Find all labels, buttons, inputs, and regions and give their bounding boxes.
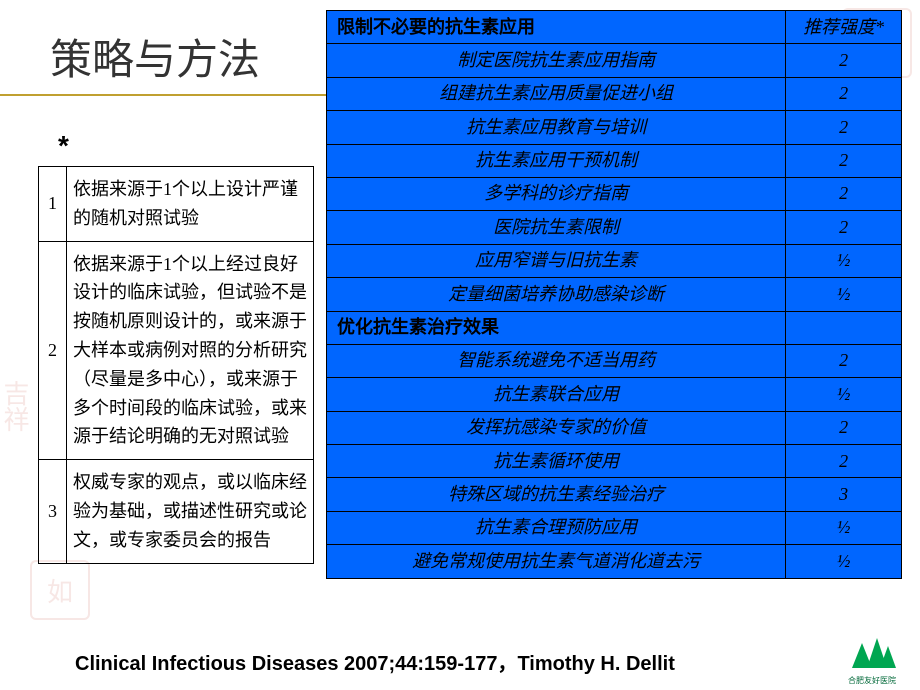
asterisk-note: *	[58, 130, 69, 162]
header-strength: 推荐强度*	[786, 11, 902, 44]
strength-cell: 2	[786, 144, 902, 177]
watermark-seal-mid: 吉祥	[0, 380, 34, 450]
table-row: 抗生素循环使用2	[327, 445, 902, 478]
strategy-cell: 定量细菌培养协助感染诊断	[327, 278, 786, 311]
citation-footer: Clinical Infectious Diseases 2007;44:159…	[75, 647, 920, 676]
table-row: 特殊区域的抗生素经验治疗3	[327, 478, 902, 511]
evidence-level-table: 1依据来源于1个以上设计严谨的随机对照试验2依据来源于1个以上经过良好设计的临床…	[38, 166, 314, 564]
table-row: 发挥抗感染专家的价值2	[327, 411, 902, 444]
strategy-cell: 避免常规使用抗生素气道消化道去污	[327, 545, 786, 578]
strength-cell: 2	[786, 44, 902, 77]
table-row: 避免常规使用抗生素气道消化道去污½	[327, 545, 902, 578]
evidence-level-desc: 权威专家的观点，或以临床经验为基础，或描述性研究或论文，或专家委员会的报告	[67, 460, 314, 563]
strategy-cell: 制定医院抗生素应用指南	[327, 44, 786, 77]
strength-cell: ½	[786, 511, 902, 544]
table-row: 智能系统避免不适当用药2	[327, 344, 902, 377]
strength-cell: ½	[786, 545, 902, 578]
evidence-row: 1依据来源于1个以上设计严谨的随机对照试验	[39, 167, 314, 242]
strength-cell: 2	[786, 211, 902, 244]
evidence-row: 3权威专家的观点，或以临床经验为基础，或描述性研究或论文，或专家委员会的报告	[39, 460, 314, 563]
strategy-cell: 医院抗生素限制	[327, 211, 786, 244]
strategy-cell: 发挥抗感染专家的价值	[327, 411, 786, 444]
table-row: 多学科的诊疗指南2	[327, 177, 902, 210]
table-row: 抗生素合理预防应用½	[327, 511, 902, 544]
strength-cell: 2	[786, 177, 902, 210]
strength-cell: ½	[786, 278, 902, 311]
strength-cell	[786, 311, 902, 344]
strength-cell: ½	[786, 378, 902, 411]
strength-cell: 2	[786, 77, 902, 110]
strength-cell: 3	[786, 478, 902, 511]
strategy-cell: 智能系统避免不适当用药	[327, 344, 786, 377]
strategy-cell: 抗生素联合应用	[327, 378, 786, 411]
strategies-table: 限制不必要的抗生素应用 推荐强度* 制定医院抗生素应用指南2组建抗生素应用质量促…	[326, 10, 902, 579]
strategy-cell: 抗生素循环使用	[327, 445, 786, 478]
strategy-cell: 抗生素应用教育与培训	[327, 111, 786, 144]
hospital-logo-text: 合肥友好医院	[840, 675, 904, 686]
evidence-level-num: 3	[39, 460, 67, 563]
table-row: 抗生素应用干预机制2	[327, 144, 902, 177]
strategy-cell: 抗生素应用干预机制	[327, 144, 786, 177]
evidence-row: 2依据来源于1个以上经过良好设计的临床试验，但试验不是按随机原则设计的，或来源于…	[39, 241, 314, 460]
strategy-cell: 多学科的诊疗指南	[327, 177, 786, 210]
table-row: 应用窄谱与旧抗生素½	[327, 244, 902, 277]
strategy-cell: 应用窄谱与旧抗生素	[327, 244, 786, 277]
evidence-level-num: 2	[39, 241, 67, 460]
title-rule	[0, 94, 340, 96]
strength-cell: 2	[786, 111, 902, 144]
strategy-cell: 组建抗生素应用质量促进小组	[327, 77, 786, 110]
table-row: 抗生素联合应用½	[327, 378, 902, 411]
hospital-logo-icon	[842, 626, 902, 680]
strength-cell: 2	[786, 445, 902, 478]
header-strategy: 限制不必要的抗生素应用	[327, 11, 786, 44]
evidence-level-desc: 依据来源于1个以上经过良好设计的临床试验，但试验不是按随机原则设计的，或来源于大…	[67, 241, 314, 460]
evidence-level-desc: 依据来源于1个以上设计严谨的随机对照试验	[67, 167, 314, 242]
evidence-level-num: 1	[39, 167, 67, 242]
strategy-cell: 优化抗生素治疗效果	[327, 311, 786, 344]
table-row: 组建抗生素应用质量促进小组2	[327, 77, 902, 110]
watermark-seal-bottom: 如	[30, 560, 90, 620]
strength-cell: 2	[786, 344, 902, 377]
page-title: 策略与方法	[50, 26, 260, 87]
table-row: 定量细菌培养协助感染诊断½	[327, 278, 902, 311]
strategy-cell: 抗生素合理预防应用	[327, 511, 786, 544]
table-row: 抗生素应用教育与培训2	[327, 111, 902, 144]
strength-cell: 2	[786, 411, 902, 444]
strength-cell: ½	[786, 244, 902, 277]
table-row: 医院抗生素限制2	[327, 211, 902, 244]
table-header-row: 限制不必要的抗生素应用 推荐强度*	[327, 11, 902, 44]
table-section-row: 优化抗生素治疗效果	[327, 311, 902, 344]
table-row: 制定医院抗生素应用指南2	[327, 44, 902, 77]
strategy-cell: 特殊区域的抗生素经验治疗	[327, 478, 786, 511]
